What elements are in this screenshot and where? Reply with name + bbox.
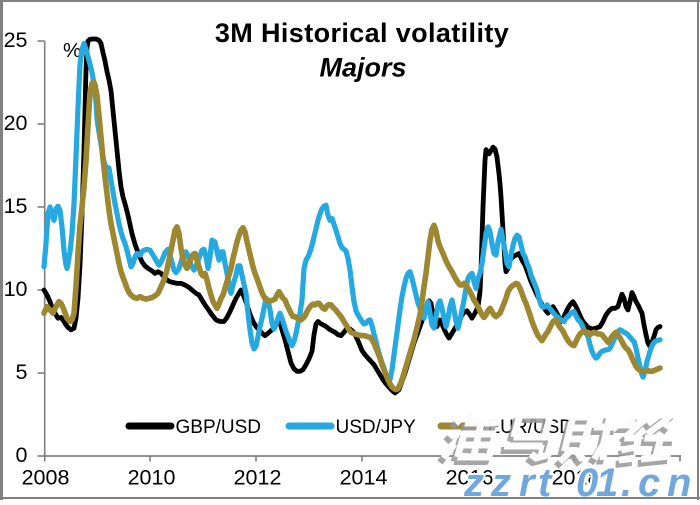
svg-text:2016: 2016 xyxy=(446,466,494,490)
svg-text:2018: 2018 xyxy=(552,466,600,490)
svg-text:3M Historical volatility: 3M Historical volatility xyxy=(215,18,509,48)
svg-text:USD/JPY: USD/JPY xyxy=(336,417,417,438)
svg-text:GBP/USD: GBP/USD xyxy=(176,417,262,438)
svg-text:5: 5 xyxy=(16,360,28,384)
svg-text:0: 0 xyxy=(16,443,28,467)
svg-text:25: 25 xyxy=(4,28,28,52)
svg-text:20: 20 xyxy=(4,111,28,135)
svg-text:10: 10 xyxy=(4,277,28,301)
svg-text:Majors: Majors xyxy=(319,53,406,83)
svg-text:15: 15 xyxy=(4,194,28,218)
svg-text:2008: 2008 xyxy=(22,466,70,490)
svg-text:2014: 2014 xyxy=(340,466,388,490)
svg-text:%: % xyxy=(63,39,81,62)
svg-text:2010: 2010 xyxy=(128,466,176,490)
svg-text:2012: 2012 xyxy=(234,466,282,490)
